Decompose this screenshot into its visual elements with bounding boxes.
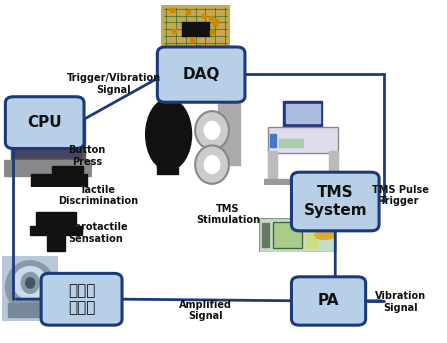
Text: Vibrotactile
Sensation: Vibrotactile Sensation <box>64 223 128 244</box>
FancyBboxPatch shape <box>157 47 245 102</box>
Text: CPU: CPU <box>27 115 62 130</box>
Text: 층감각
자극기: 층감각 자극기 <box>68 283 95 316</box>
FancyBboxPatch shape <box>291 172 379 231</box>
Text: TMS
System: TMS System <box>304 185 367 218</box>
Text: Vibration
Signal: Vibration Signal <box>375 291 426 312</box>
Text: TMS Pulse
Trigger: TMS Pulse Trigger <box>371 185 429 206</box>
Text: TMS
Stimulation: TMS Stimulation <box>196 204 260 225</box>
FancyBboxPatch shape <box>41 273 122 325</box>
Text: Trigger/Vibration
Signal: Trigger/Vibration Signal <box>67 73 161 95</box>
FancyBboxPatch shape <box>5 97 84 149</box>
Text: DAQ: DAQ <box>182 67 220 82</box>
Text: Tactile
Discrimination: Tactile Discrimination <box>58 185 139 206</box>
FancyBboxPatch shape <box>291 277 366 325</box>
Text: PA: PA <box>318 294 339 308</box>
Text: Button
Press: Button Press <box>68 145 106 167</box>
Text: Amplified
Signal: Amplified Signal <box>179 300 232 321</box>
